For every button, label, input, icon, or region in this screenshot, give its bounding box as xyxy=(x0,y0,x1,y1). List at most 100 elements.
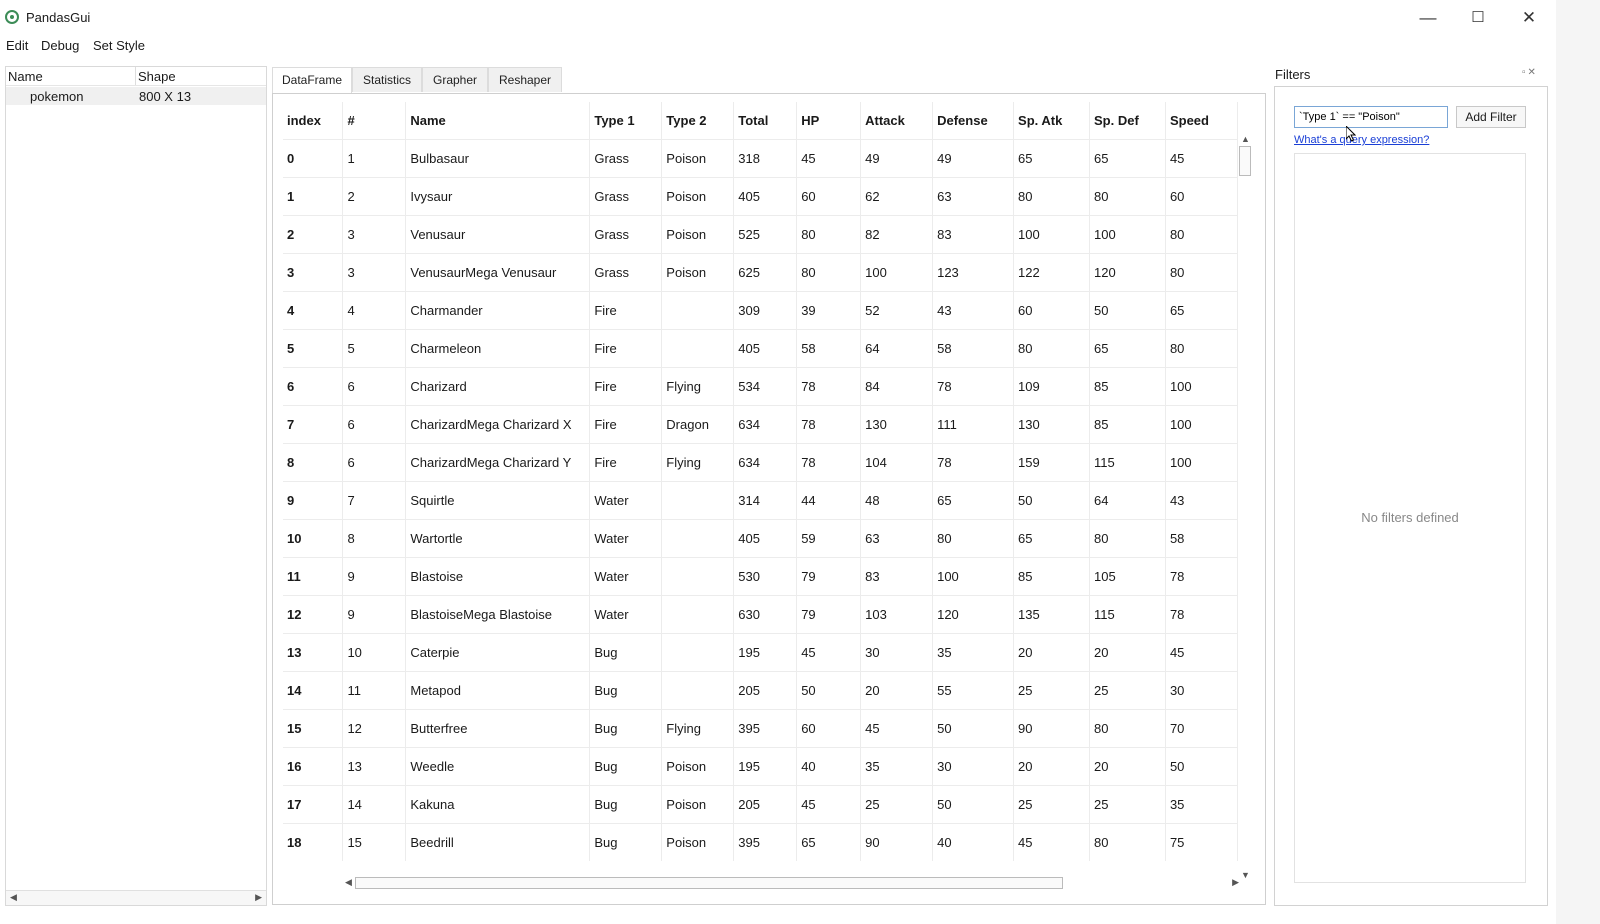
table-cell[interactable]: 120 xyxy=(1089,253,1166,292)
table-cell[interactable]: Bug xyxy=(589,633,663,672)
table-row[interactable]: 3 3 VenusaurMega Venusaur Grass Poison 625 80 1… xyxy=(283,253,1238,292)
table-cell[interactable]: 159 xyxy=(1013,443,1090,482)
table-cell[interactable]: 50 xyxy=(1089,291,1166,330)
table-cell[interactable]: Wartortle xyxy=(405,519,591,558)
table-cell[interactable]: 45 xyxy=(1165,139,1238,178)
table-cell[interactable]: 65 xyxy=(1013,519,1090,558)
table-cell[interactable] xyxy=(661,481,735,520)
navigator-scrollbar[interactable]: ◀ ▶ xyxy=(6,890,266,905)
table-cell[interactable]: 45 xyxy=(860,709,934,748)
table-cell[interactable] xyxy=(661,633,735,672)
table-cell[interactable]: 7 xyxy=(283,405,344,444)
table-cell[interactable]: Fire xyxy=(589,443,663,482)
scroll-left-icon[interactable]: ◀ xyxy=(10,892,17,902)
vertical-scrollbar[interactable]: ▲ ▼ xyxy=(1239,134,1253,880)
table-cell[interactable]: 60 xyxy=(1013,291,1090,330)
column-header-type-1[interactable]: Type 1 xyxy=(589,102,663,140)
header-shape[interactable]: Shape xyxy=(138,69,176,84)
table-cell[interactable]: 405 xyxy=(733,519,798,558)
header-name[interactable]: Name xyxy=(8,69,43,84)
table-cell[interactable]: 44 xyxy=(796,481,862,520)
table-cell[interactable]: 50 xyxy=(1165,747,1238,786)
table-cell[interactable]: Water xyxy=(589,519,663,558)
table-cell[interactable]: 13 xyxy=(342,747,407,786)
table-cell[interactable]: 205 xyxy=(733,671,798,710)
table-row[interactable]: 2 3 Venusaur Grass Poison 525 80 82 83 100 100 80 xyxy=(283,215,1238,254)
table-cell[interactable]: 12 xyxy=(283,595,344,634)
table-cell[interactable]: 30 xyxy=(1165,671,1238,710)
table-cell[interactable]: 65 xyxy=(932,481,1015,520)
table-cell[interactable]: 62 xyxy=(860,177,934,216)
table-cell[interactable]: 78 xyxy=(1165,557,1238,596)
table-cell[interactable]: 6 xyxy=(342,367,407,406)
table-cell[interactable]: 314 xyxy=(733,481,798,520)
table-cell[interactable]: 10 xyxy=(283,519,344,558)
table-cell[interactable]: Water xyxy=(589,481,663,520)
table-cell[interactable]: 43 xyxy=(932,291,1015,330)
table-cell[interactable]: Water xyxy=(589,557,663,596)
table-cell[interactable]: 20 xyxy=(1089,633,1166,672)
table-cell[interactable]: 534 xyxy=(733,367,798,406)
table-cell[interactable]: 50 xyxy=(932,709,1015,748)
table-cell[interactable]: Metapod xyxy=(405,671,591,710)
table-cell[interactable]: 104 xyxy=(860,443,934,482)
table-cell[interactable]: VenusaurMega Venusaur xyxy=(405,253,591,292)
table-cell[interactable]: 530 xyxy=(733,557,798,596)
dock-controls-icon[interactable]: ▫✕ xyxy=(1522,67,1538,78)
table-cell[interactable]: Squirtle xyxy=(405,481,591,520)
table-cell[interactable]: 100 xyxy=(1089,215,1166,254)
table-cell[interactable]: 130 xyxy=(860,405,934,444)
table-cell[interactable]: 35 xyxy=(860,747,934,786)
horizontal-scrollbar[interactable]: ◀ ▶ xyxy=(345,876,1239,890)
table-cell[interactable]: 111 xyxy=(932,405,1015,444)
table-cell[interactable]: 395 xyxy=(733,823,798,861)
table-cell[interactable] xyxy=(661,595,735,634)
tab-grapher[interactable]: Grapher xyxy=(422,67,488,92)
table-cell[interactable]: 50 xyxy=(1013,481,1090,520)
table-cell[interactable]: 7 xyxy=(342,481,407,520)
table-cell[interactable] xyxy=(661,557,735,596)
table-cell[interactable]: 78 xyxy=(796,405,862,444)
table-cell[interactable]: Poison xyxy=(661,215,735,254)
table-cell[interactable]: 85 xyxy=(1013,557,1090,596)
column-header-number[interactable]: # xyxy=(342,102,407,140)
table-cell[interactable]: 5 xyxy=(342,329,407,368)
table-cell[interactable]: Poison xyxy=(661,823,735,861)
table-row[interactable]: 8 6 CharizardMega Charizard Y Fire Flying 634… xyxy=(283,443,1238,482)
table-cell[interactable]: 395 xyxy=(733,709,798,748)
table-row[interactable]: 16 13 Weedle Bug Poison 195 40 35 30 20 20 50 xyxy=(283,747,1238,786)
table-cell[interactable]: 80 xyxy=(1165,253,1238,292)
table-cell[interactable]: 80 xyxy=(796,215,862,254)
table-cell[interactable]: 49 xyxy=(860,139,934,178)
table-cell[interactable]: Venusaur xyxy=(405,215,591,254)
column-header-index[interactable]: index xyxy=(283,102,344,140)
table-cell[interactable]: 205 xyxy=(733,785,798,824)
tab-dataframe[interactable]: DataFrame xyxy=(272,67,352,94)
table-cell[interactable]: 122 xyxy=(1013,253,1090,292)
table-cell[interactable]: 9 xyxy=(342,595,407,634)
table-cell[interactable]: 100 xyxy=(932,557,1015,596)
table-cell[interactable]: 63 xyxy=(932,177,1015,216)
table-cell[interactable]: 20 xyxy=(860,671,934,710)
table-cell[interactable]: 90 xyxy=(1013,709,1090,748)
table-cell[interactable]: 59 xyxy=(796,519,862,558)
table-cell[interactable] xyxy=(661,519,735,558)
table-cell[interactable]: Poison xyxy=(661,747,735,786)
table-cell[interactable] xyxy=(661,671,735,710)
maximize-button[interactable]: ☐ xyxy=(1471,9,1485,26)
table-cell[interactable]: 20 xyxy=(1013,633,1090,672)
table-cell[interactable]: 35 xyxy=(932,633,1015,672)
table-cell[interactable]: 39 xyxy=(796,291,862,330)
table-row[interactable]: 15 12 Butterfree Bug Flying 395 60 45 50 90 80 70 xyxy=(283,709,1238,748)
table-cell[interactable]: 90 xyxy=(860,823,934,861)
column-header-defense[interactable]: Defense xyxy=(932,102,1015,140)
table-row[interactable]: 10 8 Wartortle Water 405 59 63 80 65 80 58 xyxy=(283,519,1238,558)
table-cell[interactable]: Grass xyxy=(589,139,663,178)
dataset-row-pokemon[interactable]: pokemon 800 X 13 xyxy=(6,87,266,105)
table-cell[interactable]: Beedrill xyxy=(405,823,591,861)
table-cell[interactable]: 45 xyxy=(1165,633,1238,672)
table-row[interactable]: 17 14 Kakuna Bug Poison 205 45 25 50 25 25 35 xyxy=(283,785,1238,824)
table-cell[interactable]: 130 xyxy=(1013,405,1090,444)
table-cell[interactable]: 80 xyxy=(796,253,862,292)
table-cell[interactable]: 4 xyxy=(283,291,344,330)
